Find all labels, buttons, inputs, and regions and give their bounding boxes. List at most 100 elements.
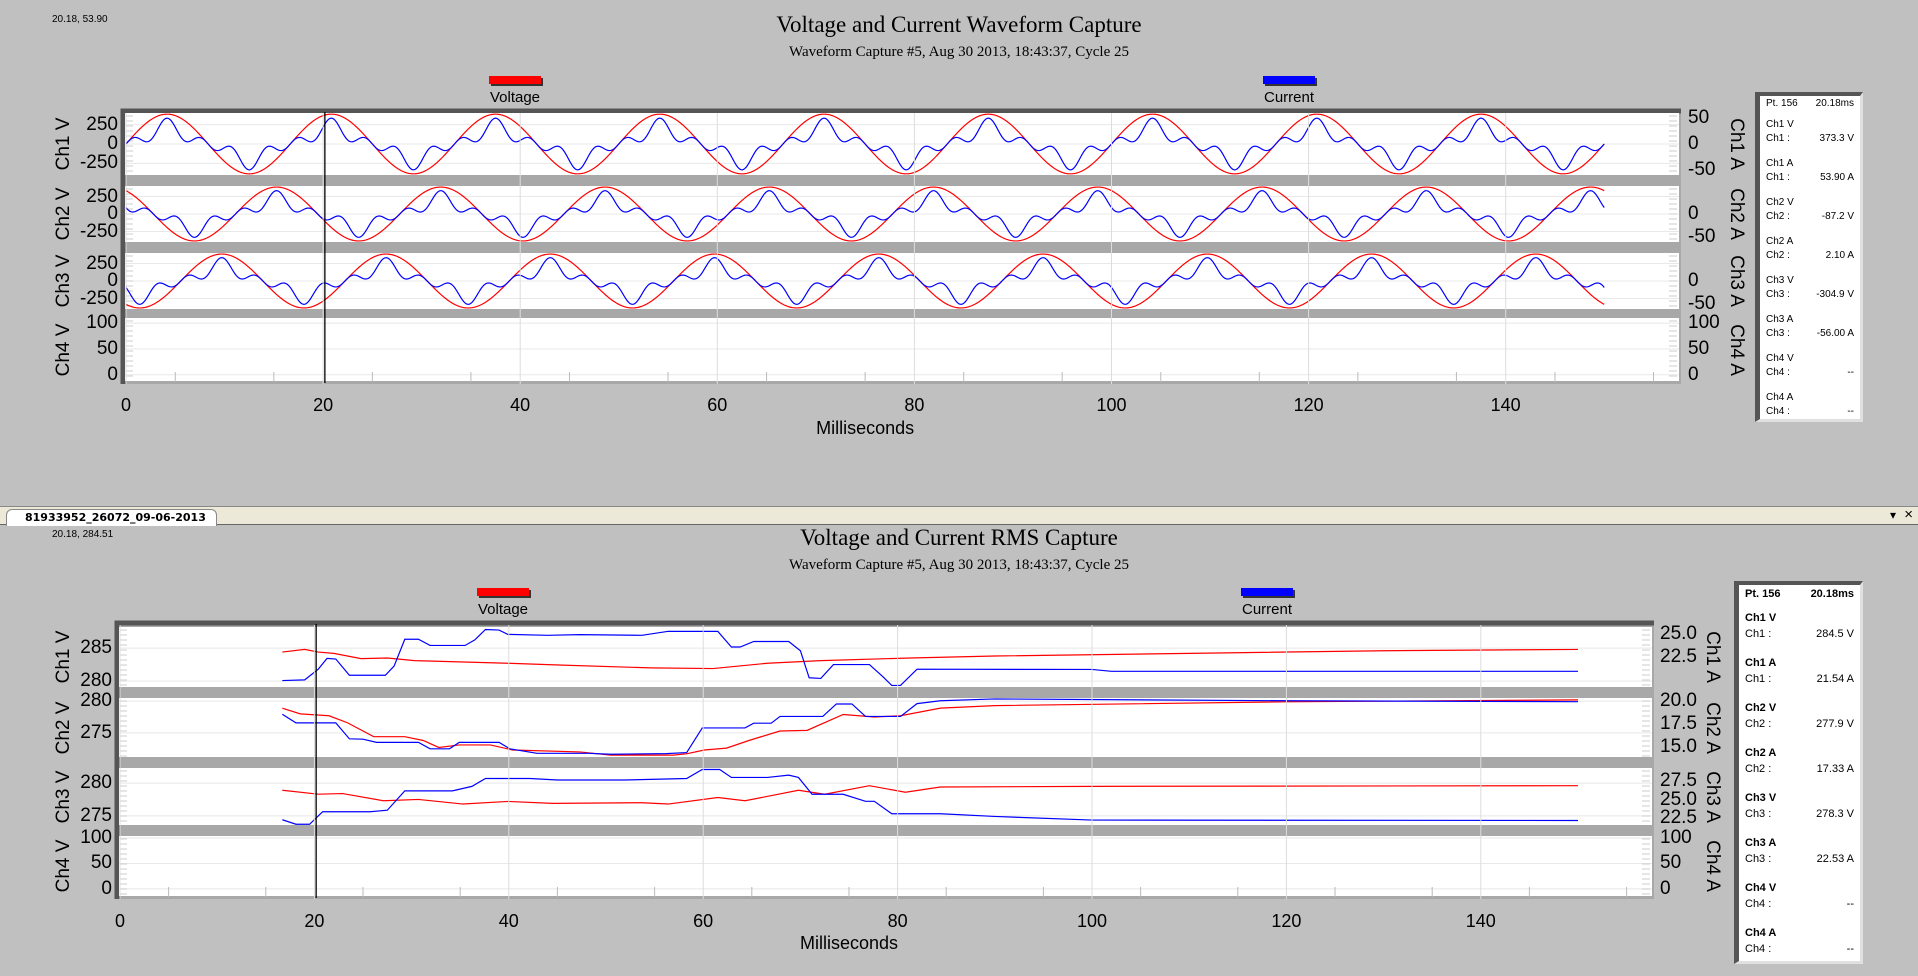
readout-value: 22.53 A bbox=[1816, 853, 1854, 865]
readout-channel-name: Ch2 V bbox=[1745, 702, 1854, 714]
current-series-ch3 bbox=[282, 768, 1579, 825]
y-tick-label-left: 0 bbox=[101, 877, 112, 899]
document-tab-bar: 81933952_26072_09-06-2013 ▾ × bbox=[0, 506, 1918, 526]
y-tick-label-right: 0 bbox=[1688, 363, 1699, 385]
x-tick-label: 60 bbox=[693, 911, 714, 931]
tab-document[interactable]: 81933952_26072_09-06-2013 bbox=[6, 509, 217, 526]
y-tick-label-left: 50 bbox=[96, 337, 118, 359]
y-tick-label-left: 50 bbox=[90, 852, 112, 874]
chart-title: Voltage and Current Waveform Capture bbox=[776, 12, 1142, 37]
y-tick-label-left: 285 bbox=[80, 637, 112, 659]
readout-channel: Ch4 : bbox=[1745, 943, 1772, 955]
voltage-series-ch3 bbox=[125, 253, 1605, 309]
readout-row: Ch4 : -- bbox=[1745, 943, 1854, 955]
y-tick-label-right: 50 bbox=[1688, 337, 1710, 359]
readout-channel-name: Ch3 A bbox=[1745, 837, 1854, 849]
readout-channel: Ch4 : bbox=[1745, 898, 1772, 910]
legend-voltage[interactable]: Voltage bbox=[463, 588, 543, 618]
readout-header: Pt. 156 20.18ms bbox=[1745, 588, 1854, 600]
readout-value: -87.2 V bbox=[1821, 211, 1854, 222]
channel-band-2 bbox=[125, 186, 1679, 242]
cursor-coordinates: 20.18, 53.90 bbox=[52, 14, 108, 25]
y-axis-label-left: Ch3 V bbox=[53, 254, 74, 308]
readout-channel-label: Ch4 A bbox=[1745, 927, 1777, 939]
x-axis-label: Milliseconds bbox=[799, 933, 899, 953]
readout-row: Ch3 : -56.00 A bbox=[1766, 328, 1854, 339]
x-tick-label: 120 bbox=[1293, 395, 1324, 415]
dropdown-arrow-icon[interactable]: ▾ bbox=[1889, 508, 1896, 522]
readout-value: -56.00 A bbox=[1816, 328, 1854, 339]
legend-current[interactable]: Current bbox=[1249, 76, 1329, 106]
readout-row: Ch2 : 17.33 A bbox=[1745, 763, 1854, 775]
readout-channel: Ch2 : bbox=[1745, 763, 1772, 775]
close-icon[interactable]: × bbox=[1904, 506, 1913, 523]
readout-value: -- bbox=[1847, 367, 1854, 378]
readout-row: Ch1 : 373.3 V bbox=[1766, 133, 1854, 144]
readout-channel-name: Ch1 V bbox=[1745, 612, 1854, 624]
readout-row: Ch1 : 21.54 A bbox=[1745, 673, 1854, 685]
current-series-ch2 bbox=[125, 190, 1605, 238]
voltage-series-ch3 bbox=[282, 785, 1579, 805]
readout-row: Ch4 : -- bbox=[1766, 367, 1854, 378]
channel-band-3 bbox=[119, 768, 1652, 825]
readout-value: -- bbox=[1847, 406, 1854, 417]
readout-row: Ch3 : 278.3 V bbox=[1745, 808, 1854, 820]
y-tick-label-right: 27.5 bbox=[1660, 769, 1697, 791]
y-axis-label-left: Ch4 V bbox=[53, 839, 74, 893]
x-tick-label: 80 bbox=[904, 395, 925, 415]
readout-channel-label: Ch3 V bbox=[1766, 275, 1794, 286]
y-tick-label-left: 250 bbox=[86, 113, 118, 135]
readout-channel: Ch1 : bbox=[1766, 133, 1790, 144]
y-tick-label-right: 100 bbox=[1660, 827, 1692, 849]
readout-channel-name: Ch4 V bbox=[1745, 882, 1854, 894]
x-tick-label: 100 bbox=[1096, 395, 1127, 415]
readout-value: 21.54 A bbox=[1816, 673, 1854, 685]
channel-band-4 bbox=[119, 836, 1652, 896]
legend-swatch-voltage bbox=[489, 76, 541, 84]
y-tick-label-right: 25.0 bbox=[1660, 623, 1697, 645]
y-tick-label-right: 0 bbox=[1688, 133, 1699, 154]
y-tick-label-right: -50 bbox=[1688, 158, 1716, 180]
y-tick-label-right: 0 bbox=[1688, 270, 1699, 291]
plot-area bbox=[120, 108, 1681, 384]
y-axis-label-left: Ch1 V bbox=[53, 630, 74, 684]
y-axis-label-right: Ch4 A bbox=[1702, 840, 1723, 892]
y-axis-label-left: Ch4 V bbox=[53, 323, 74, 376]
current-series-ch3 bbox=[125, 257, 1605, 305]
chart-title: Voltage and Current RMS Capture bbox=[800, 525, 1118, 550]
y-axis-label-left: Ch3 V bbox=[53, 770, 74, 823]
x-tick-label: 140 bbox=[1490, 395, 1521, 415]
x-tick-label: 120 bbox=[1271, 911, 1302, 931]
readout-row: Ch1 : 53.90 A bbox=[1766, 172, 1854, 183]
point-time: 20.18ms bbox=[1815, 98, 1854, 109]
y-tick-label-left: 275 bbox=[80, 721, 112, 743]
readout-channel-name: Ch2 A bbox=[1745, 747, 1854, 759]
channel-band-1 bbox=[119, 627, 1652, 687]
readout-value: 278.3 V bbox=[1816, 808, 1854, 820]
point-time: 20.18ms bbox=[1810, 588, 1854, 600]
cursor-coordinates: 20.18, 284.51 bbox=[52, 529, 114, 540]
readout-row: Ch4 : -- bbox=[1745, 898, 1854, 910]
chart-subtitle: Waveform Capture #5, Aug 30 2013, 18:43:… bbox=[789, 557, 1129, 573]
y-tick-label-left: 280 bbox=[80, 690, 112, 712]
y-tick-label-right: 20.0 bbox=[1660, 689, 1697, 711]
legend-label: Current bbox=[1241, 601, 1293, 618]
legend-voltage[interactable]: Voltage bbox=[475, 76, 555, 106]
readout-channel-label: Ch4 A bbox=[1766, 392, 1794, 403]
readout-channel-label: Ch3 A bbox=[1745, 837, 1777, 849]
current-series-ch1 bbox=[282, 628, 1578, 687]
x-tick-label: 60 bbox=[707, 395, 728, 415]
y-tick-label-right: 22.5 bbox=[1660, 807, 1697, 829]
y-tick-label-left: -250 bbox=[79, 220, 118, 242]
legend-current[interactable]: Current bbox=[1227, 588, 1307, 618]
readout-value: 277.9 V bbox=[1816, 718, 1854, 730]
legend-swatch-voltage bbox=[477, 588, 529, 596]
y-tick-label-right: 17.5 bbox=[1660, 712, 1697, 734]
y-tick-label-right: 100 bbox=[1688, 312, 1720, 334]
plot-frame bbox=[120, 108, 1681, 384]
band-background bbox=[119, 768, 1652, 825]
readout-channel-name: Ch4 A bbox=[1766, 392, 1854, 403]
legend-swatch-current bbox=[1263, 76, 1315, 84]
readout-channel: Ch2 : bbox=[1766, 211, 1790, 222]
y-tick-label-left: 100 bbox=[80, 827, 112, 849]
